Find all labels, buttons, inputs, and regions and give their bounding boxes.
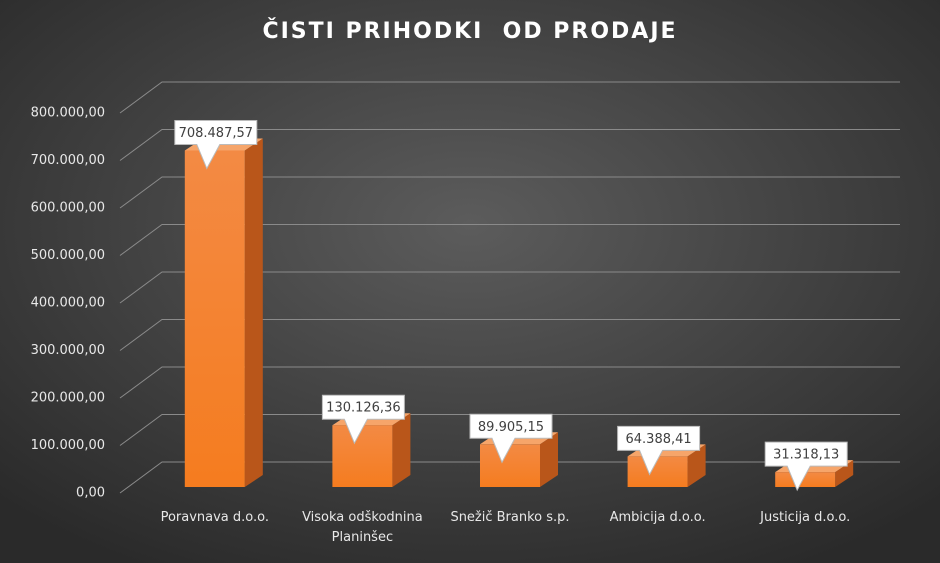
bar-front — [184, 150, 245, 488]
data-label: 130.126,36 — [326, 401, 400, 416]
grid-line — [119, 414, 900, 446]
grid-line — [119, 176, 900, 209]
x-tick-label: Visoka odškodnina Planinšec — [302, 510, 423, 545]
y-tick-label: 800.000,00 — [31, 106, 105, 121]
x-tick-label: Justicija d.o.o. — [760, 510, 851, 525]
data-label-box — [469, 413, 553, 464]
grid-line — [119, 129, 900, 161]
y-tick-label: 0,00 — [76, 486, 105, 501]
grid-line — [119, 319, 900, 351]
x-tick-label: Poravnava d.o.o. — [160, 510, 270, 525]
bar — [332, 413, 411, 487]
x-tick-label: Snežič Branko s.p. — [450, 510, 570, 525]
y-tick-label: 600.000,00 — [31, 201, 105, 216]
data-label-box — [617, 425, 701, 476]
bar-front — [332, 425, 393, 487]
bar — [184, 138, 263, 488]
data-label-box — [174, 119, 258, 170]
data-label: 31.318,13 — [773, 448, 839, 463]
bar-side — [540, 432, 558, 487]
bar-side — [687, 444, 706, 487]
data-label-box — [321, 394, 405, 445]
bar-side — [392, 413, 411, 487]
bar — [480, 432, 558, 487]
data-label: 64.388,41 — [626, 432, 692, 447]
bar-front — [480, 444, 540, 487]
y-tick-label: 400.000,00 — [31, 296, 105, 311]
bar-front — [627, 456, 688, 487]
data-label: 708.487,57 — [179, 126, 253, 141]
bar-side — [244, 138, 263, 488]
grid-line — [119, 81, 900, 114]
x-tick-label: Ambicija d.o.o. — [609, 510, 706, 525]
y-tick-label: 500.000,00 — [31, 248, 105, 263]
data-label: 89.905,15 — [478, 420, 544, 435]
y-tick-label: 300.000,00 — [31, 343, 105, 358]
data-label-box — [764, 441, 848, 492]
grid-line — [119, 271, 900, 304]
y-tick-label: 100.000,00 — [31, 438, 105, 453]
bar-side — [835, 460, 854, 487]
grid-line — [119, 366, 900, 399]
y-tick-label: 700.000,00 — [31, 153, 105, 168]
bar-front — [775, 472, 836, 487]
chart-title: ČISTI PRIHODKI OD PRODAJE — [262, 18, 677, 44]
grid-line — [119, 224, 900, 256]
y-tick-label: 200.000,00 — [31, 391, 105, 406]
